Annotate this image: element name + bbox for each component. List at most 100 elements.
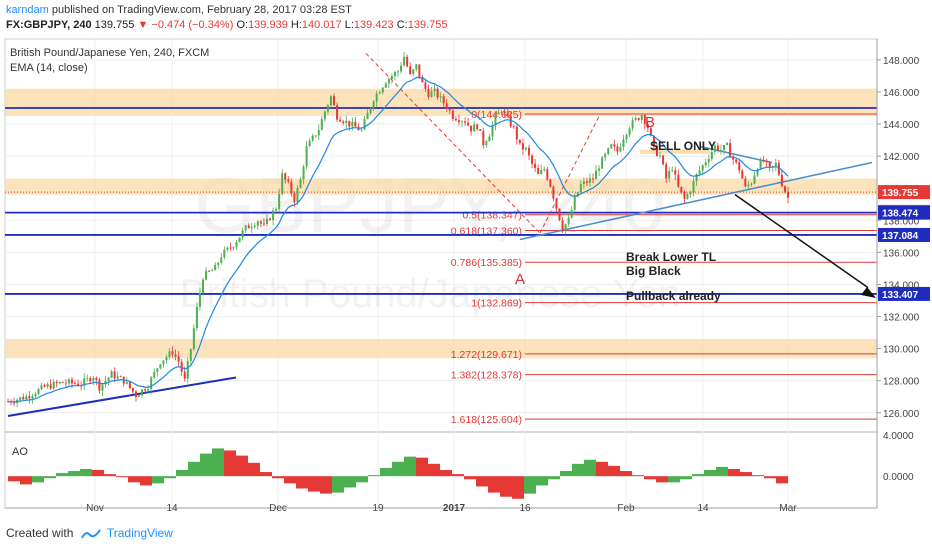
- candle-body: [320, 119, 323, 130]
- candle-body: [552, 186, 555, 199]
- candle-body: [345, 120, 348, 123]
- price-change: ▼ −0.474 (−0.34%): [137, 19, 234, 31]
- ao-bar: [632, 475, 644, 477]
- candle-body: [704, 162, 707, 166]
- candle-body: [497, 112, 500, 115]
- time-axis[interactable]: Nov 14 Dec 19 2017 16 Feb 14 Mar: [5, 503, 877, 514]
- ao-bar: [80, 468, 92, 477]
- publish-text: published on TradingView.com, February 2…: [51, 4, 352, 16]
- candle-body: [668, 171, 671, 179]
- candle-body: [637, 118, 640, 120]
- candle-body: [494, 114, 497, 126]
- candle-body: [180, 361, 183, 372]
- candle-body: [613, 144, 616, 147]
- candle-body: [549, 179, 552, 187]
- candle-body: [622, 139, 625, 147]
- ao-bar: [92, 470, 104, 477]
- candle-body: [674, 170, 677, 175]
- candle-body: [247, 225, 250, 229]
- candle-body: [83, 378, 86, 386]
- candle-body: [616, 146, 619, 152]
- candle-body: [680, 186, 683, 192]
- candle-body: [567, 217, 570, 225]
- candle-body: [262, 223, 265, 225]
- ao-bar: [404, 456, 416, 477]
- ao-bar: [608, 465, 620, 477]
- candle-body: [147, 389, 150, 391]
- ao-bar: [176, 470, 188, 477]
- candle-body: [128, 381, 131, 388]
- candle-body: [777, 162, 780, 175]
- price-badge: [878, 286, 930, 301]
- candle-body: [64, 382, 67, 384]
- ao-bar: [572, 463, 584, 477]
- candle-body: [491, 125, 494, 137]
- candle-body: [125, 381, 128, 384]
- price-tick-label: 146.000: [883, 88, 920, 99]
- indicator-label: EMA (14, close): [10, 62, 88, 74]
- created-with-text: Created with: [6, 526, 74, 540]
- author-link[interactable]: karndam: [6, 4, 49, 16]
- candle-body: [293, 193, 296, 203]
- candle-body: [366, 113, 369, 120]
- candle-body: [186, 361, 189, 379]
- candle-body: [351, 122, 354, 127]
- candle-body: [52, 381, 55, 389]
- candle-body: [116, 376, 119, 379]
- ao-tick-label: 4.0000: [883, 431, 914, 442]
- price-axis[interactable]: 148.000146.000144.000142.000140.000138.0…: [876, 39, 930, 508]
- ao-bar: [116, 476, 128, 478]
- ao-bar: [356, 476, 368, 483]
- trendlines: [7, 53, 876, 417]
- candle-body: [439, 96, 442, 98]
- time-tick-label: 2017: [443, 503, 466, 514]
- candle-body: [424, 82, 427, 89]
- candle-body: [595, 170, 598, 180]
- candle-body: [287, 179, 290, 182]
- candle-body: [430, 91, 433, 98]
- candle-body: [729, 143, 732, 157]
- candle-body: [750, 183, 753, 185]
- candle-body: [503, 112, 506, 114]
- candle-body: [393, 72, 396, 77]
- candle-body: [387, 78, 390, 84]
- candle-body: [576, 192, 579, 197]
- ao-bar: [104, 474, 116, 477]
- ohlc-high: 140.017: [301, 19, 342, 31]
- ao-bar: [536, 476, 548, 486]
- candle-body: [662, 155, 665, 165]
- candle-body: [101, 384, 104, 391]
- ao-bar: [236, 455, 248, 477]
- candle-body: [226, 247, 229, 250]
- time-tick-label: 14: [697, 503, 709, 514]
- candle-body: [360, 129, 363, 131]
- sell-zone-band: [640, 149, 710, 154]
- candle-body: [86, 378, 89, 379]
- candle-body: [762, 159, 765, 162]
- price-tick-label: 148.000: [883, 56, 920, 67]
- candle-body: [433, 88, 436, 92]
- price-tick-label: 142.000: [883, 152, 920, 163]
- candle-body: [354, 122, 357, 127]
- ao-bar: [776, 476, 788, 484]
- ohlc-open: 139.939: [248, 19, 288, 31]
- candle-body: [534, 163, 537, 168]
- candle-body: [598, 168, 601, 171]
- candle-body: [464, 121, 467, 123]
- ao-bar: [20, 476, 32, 485]
- candle-body: [305, 146, 308, 167]
- candle-body: [671, 170, 674, 172]
- tradingview-link[interactable]: TradingView: [106, 526, 173, 540]
- candle-body: [719, 149, 722, 151]
- candle-body: [290, 181, 293, 194]
- publish-info: karndam published on TradingView.com, Fe…: [6, 4, 352, 16]
- annotation-label: Pullback already: [626, 289, 721, 303]
- candle-body: [223, 249, 226, 258]
- candle-body: [607, 148, 610, 155]
- annotation-label: A: [515, 271, 525, 288]
- ao-bar: [644, 476, 656, 480]
- candle-body: [317, 129, 320, 136]
- candle-body: [34, 394, 37, 397]
- ao-bar: [512, 476, 524, 499]
- price-chart[interactable]: GBPJPY, 240 British Pound/Japanese Yen 0…: [0, 37, 932, 520]
